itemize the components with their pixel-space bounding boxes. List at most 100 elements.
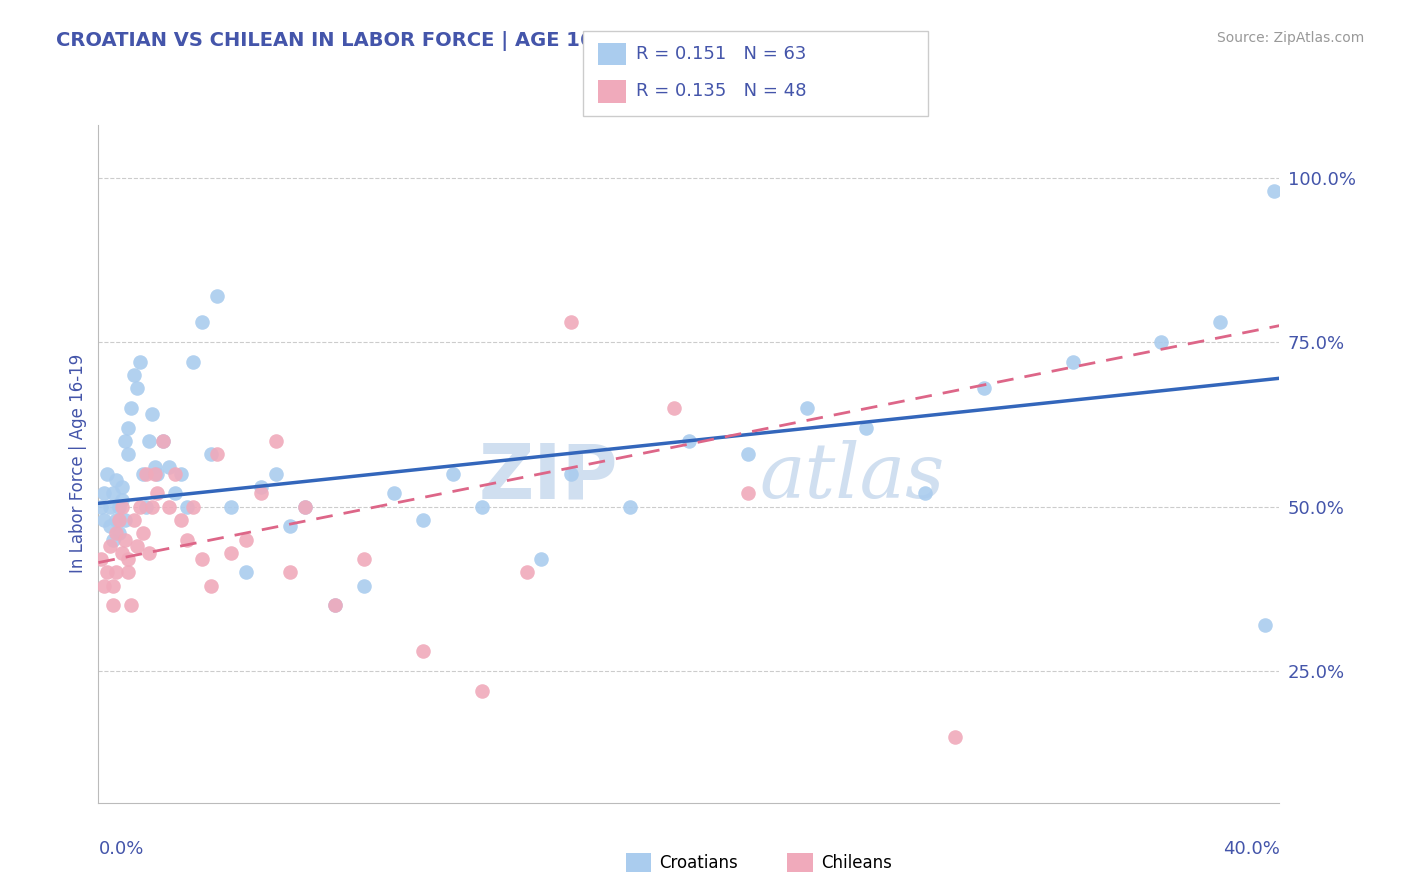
Point bbox=[170, 467, 193, 481]
Point bbox=[412, 513, 434, 527]
Point bbox=[108, 500, 131, 514]
Point bbox=[278, 519, 302, 533]
Point bbox=[294, 500, 316, 514]
Point bbox=[90, 500, 112, 514]
Point bbox=[122, 513, 145, 527]
Point bbox=[114, 533, 136, 547]
Point bbox=[200, 579, 222, 593]
Point bbox=[191, 315, 214, 329]
Point bbox=[98, 539, 121, 553]
Point bbox=[382, 486, 405, 500]
Point bbox=[200, 447, 222, 461]
Point bbox=[120, 401, 142, 415]
Point bbox=[143, 467, 166, 481]
Point bbox=[120, 599, 142, 613]
Point bbox=[105, 566, 128, 580]
Point bbox=[132, 467, 155, 481]
Point bbox=[135, 467, 157, 481]
Point bbox=[143, 460, 166, 475]
Point bbox=[181, 355, 204, 369]
Text: ZIP: ZIP bbox=[478, 441, 619, 515]
Point bbox=[471, 500, 494, 514]
Point bbox=[114, 434, 136, 448]
Point bbox=[105, 513, 128, 527]
Point bbox=[98, 500, 121, 514]
Point bbox=[250, 480, 273, 494]
Point bbox=[441, 467, 464, 481]
Point bbox=[117, 552, 139, 566]
Point bbox=[128, 500, 150, 514]
Point bbox=[103, 533, 125, 547]
Point bbox=[96, 467, 118, 481]
Point bbox=[619, 500, 641, 514]
Point bbox=[93, 486, 115, 500]
Point bbox=[96, 566, 118, 580]
Point bbox=[264, 467, 287, 481]
Point bbox=[235, 566, 257, 580]
Text: atlas: atlas bbox=[759, 441, 945, 515]
Point bbox=[90, 552, 112, 566]
Point bbox=[294, 500, 316, 514]
Point bbox=[973, 381, 995, 395]
Text: 40.0%: 40.0% bbox=[1223, 840, 1279, 858]
Text: Chileans: Chileans bbox=[821, 854, 891, 871]
Point bbox=[412, 644, 434, 658]
Point bbox=[560, 467, 582, 481]
Point bbox=[515, 566, 537, 580]
Text: R = 0.151   N = 63: R = 0.151 N = 63 bbox=[636, 45, 806, 62]
Point bbox=[323, 599, 346, 613]
Y-axis label: In Labor Force | Age 16-19: In Labor Force | Age 16-19 bbox=[69, 354, 87, 574]
Point bbox=[117, 447, 139, 461]
Point bbox=[1062, 355, 1084, 369]
Point bbox=[914, 486, 936, 500]
Point bbox=[117, 420, 139, 434]
Point bbox=[191, 552, 214, 566]
Point bbox=[125, 381, 148, 395]
Point bbox=[138, 546, 160, 560]
Point bbox=[205, 289, 228, 303]
Point bbox=[111, 480, 134, 494]
Point bbox=[737, 486, 759, 500]
Point bbox=[128, 355, 150, 369]
Point bbox=[796, 401, 818, 415]
Point bbox=[205, 447, 228, 461]
Point bbox=[138, 434, 160, 448]
Text: 0.0%: 0.0% bbox=[98, 840, 143, 858]
Point bbox=[125, 539, 148, 553]
Point bbox=[278, 566, 302, 580]
Point bbox=[170, 513, 193, 527]
Point bbox=[157, 460, 180, 475]
Point bbox=[165, 486, 187, 500]
Point bbox=[105, 473, 128, 487]
Point bbox=[146, 486, 169, 500]
Point bbox=[1263, 184, 1285, 198]
Point bbox=[105, 525, 128, 540]
Point bbox=[132, 525, 155, 540]
Point bbox=[152, 434, 174, 448]
Text: Croatians: Croatians bbox=[659, 854, 738, 871]
Point bbox=[103, 599, 125, 613]
Point bbox=[323, 599, 346, 613]
Point bbox=[250, 486, 273, 500]
Text: CROATIAN VS CHILEAN IN LABOR FORCE | AGE 16-19 CORRELATION CHART: CROATIAN VS CHILEAN IN LABOR FORCE | AGE… bbox=[56, 31, 869, 51]
Point bbox=[471, 684, 494, 698]
Point bbox=[111, 546, 134, 560]
Point bbox=[943, 730, 966, 744]
Point bbox=[93, 513, 115, 527]
Point bbox=[530, 552, 553, 566]
Point bbox=[108, 525, 131, 540]
Point bbox=[117, 566, 139, 580]
Point bbox=[141, 408, 163, 422]
Point bbox=[664, 401, 686, 415]
Point bbox=[98, 519, 121, 533]
Point bbox=[181, 500, 204, 514]
Point bbox=[855, 420, 877, 434]
Point bbox=[219, 546, 242, 560]
Point bbox=[108, 513, 131, 527]
Point bbox=[111, 500, 134, 514]
Point bbox=[1254, 618, 1277, 632]
Point bbox=[157, 500, 180, 514]
Point bbox=[176, 533, 198, 547]
Point bbox=[93, 579, 115, 593]
Point bbox=[219, 500, 242, 514]
